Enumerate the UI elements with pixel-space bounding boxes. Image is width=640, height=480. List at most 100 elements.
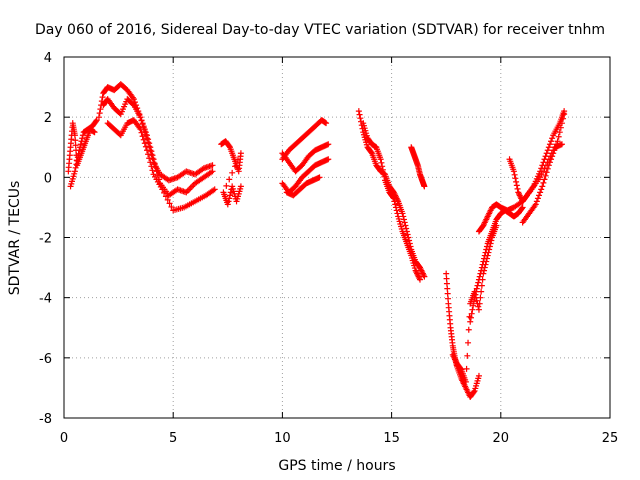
series-arc-r	[506, 108, 568, 205]
data-point	[325, 156, 332, 163]
data-point	[549, 135, 556, 142]
data-point	[226, 192, 233, 199]
data-point	[79, 132, 86, 139]
data-point	[402, 222, 409, 229]
y-tick-label: 4	[44, 51, 52, 66]
data-point	[416, 276, 423, 283]
x-tick-label: 5	[169, 431, 177, 446]
series-arc-e	[104, 117, 218, 214]
data-point	[551, 147, 558, 154]
data-point	[444, 285, 451, 292]
data-point	[483, 246, 490, 253]
data-point	[481, 255, 488, 262]
data-point	[150, 156, 157, 163]
data-point	[141, 140, 148, 147]
data-point	[475, 372, 482, 379]
data-point	[149, 167, 156, 174]
series-arc-h	[279, 141, 332, 175]
data-point	[518, 205, 525, 212]
y-tick-label: -4	[39, 292, 52, 307]
data-point	[540, 159, 547, 166]
data-point	[476, 300, 483, 307]
data-point	[541, 176, 548, 183]
data-point	[558, 141, 565, 148]
data-point	[93, 118, 100, 125]
data-point	[139, 133, 146, 140]
data-point	[483, 243, 490, 250]
series-arc-q	[475, 111, 568, 235]
data-point	[379, 163, 386, 170]
data-point	[545, 162, 552, 169]
data-point	[368, 149, 375, 156]
data-point	[356, 111, 363, 118]
data-point	[548, 156, 555, 163]
data-point	[74, 154, 81, 161]
data-point	[77, 144, 84, 151]
data-point	[138, 117, 145, 124]
data-point	[473, 297, 480, 304]
data-point	[479, 261, 486, 268]
data-point	[543, 150, 550, 157]
grid-lines	[64, 57, 610, 418]
data-point	[147, 159, 154, 166]
data-point	[472, 291, 479, 298]
data-point	[209, 168, 216, 175]
data-point	[554, 138, 561, 145]
data-point	[536, 192, 543, 199]
data-point	[142, 143, 149, 150]
data-point	[443, 275, 450, 282]
data-point	[223, 182, 230, 189]
data-point	[542, 153, 549, 160]
y-tick-label: -2	[39, 232, 52, 247]
x-tick-label: 15	[383, 431, 400, 446]
data-point	[75, 150, 82, 157]
data-point	[404, 231, 411, 238]
data-point	[470, 302, 477, 309]
data-point	[325, 141, 332, 148]
data-point	[378, 159, 385, 166]
data-point	[545, 144, 552, 151]
data-point	[539, 162, 546, 169]
x-axis-label: GPS time / hours	[278, 458, 395, 474]
data-point	[421, 273, 428, 280]
data-point	[421, 183, 428, 190]
data-point	[91, 129, 98, 136]
data-point	[468, 310, 475, 317]
data-point	[71, 132, 78, 139]
data-point	[226, 176, 233, 183]
data-point	[475, 276, 482, 283]
axis-ticks: 0 5 10 15 20 25 -8 -6 -4 -2 0 2 4	[39, 51, 618, 446]
data-point	[72, 137, 79, 144]
data-point	[237, 183, 244, 190]
data-point	[393, 207, 400, 214]
data-point	[510, 168, 517, 175]
series-arc-l	[360, 120, 423, 283]
data-point	[533, 198, 540, 205]
data-point	[78, 138, 85, 145]
data-point	[406, 237, 413, 244]
data-point	[151, 160, 158, 167]
data-point	[463, 365, 470, 372]
y-tick-label: 2	[44, 111, 52, 126]
data-point	[140, 136, 147, 143]
data-point	[77, 141, 84, 148]
data-point	[473, 285, 480, 292]
data-point	[550, 150, 557, 157]
data-point	[145, 151, 152, 158]
data-point	[544, 147, 551, 154]
data-point	[139, 120, 146, 127]
data-point	[138, 129, 145, 136]
data-point	[473, 288, 480, 295]
data-point	[465, 339, 472, 346]
data-point	[462, 378, 469, 385]
x-tick-label: 25	[602, 431, 619, 446]
data-point	[232, 163, 239, 170]
data-point	[226, 143, 233, 150]
data-point	[146, 155, 153, 162]
plot-frame	[63, 56, 611, 419]
data-point	[72, 164, 79, 171]
data-point	[392, 204, 399, 211]
data-point	[161, 189, 168, 196]
data-point	[478, 288, 485, 295]
